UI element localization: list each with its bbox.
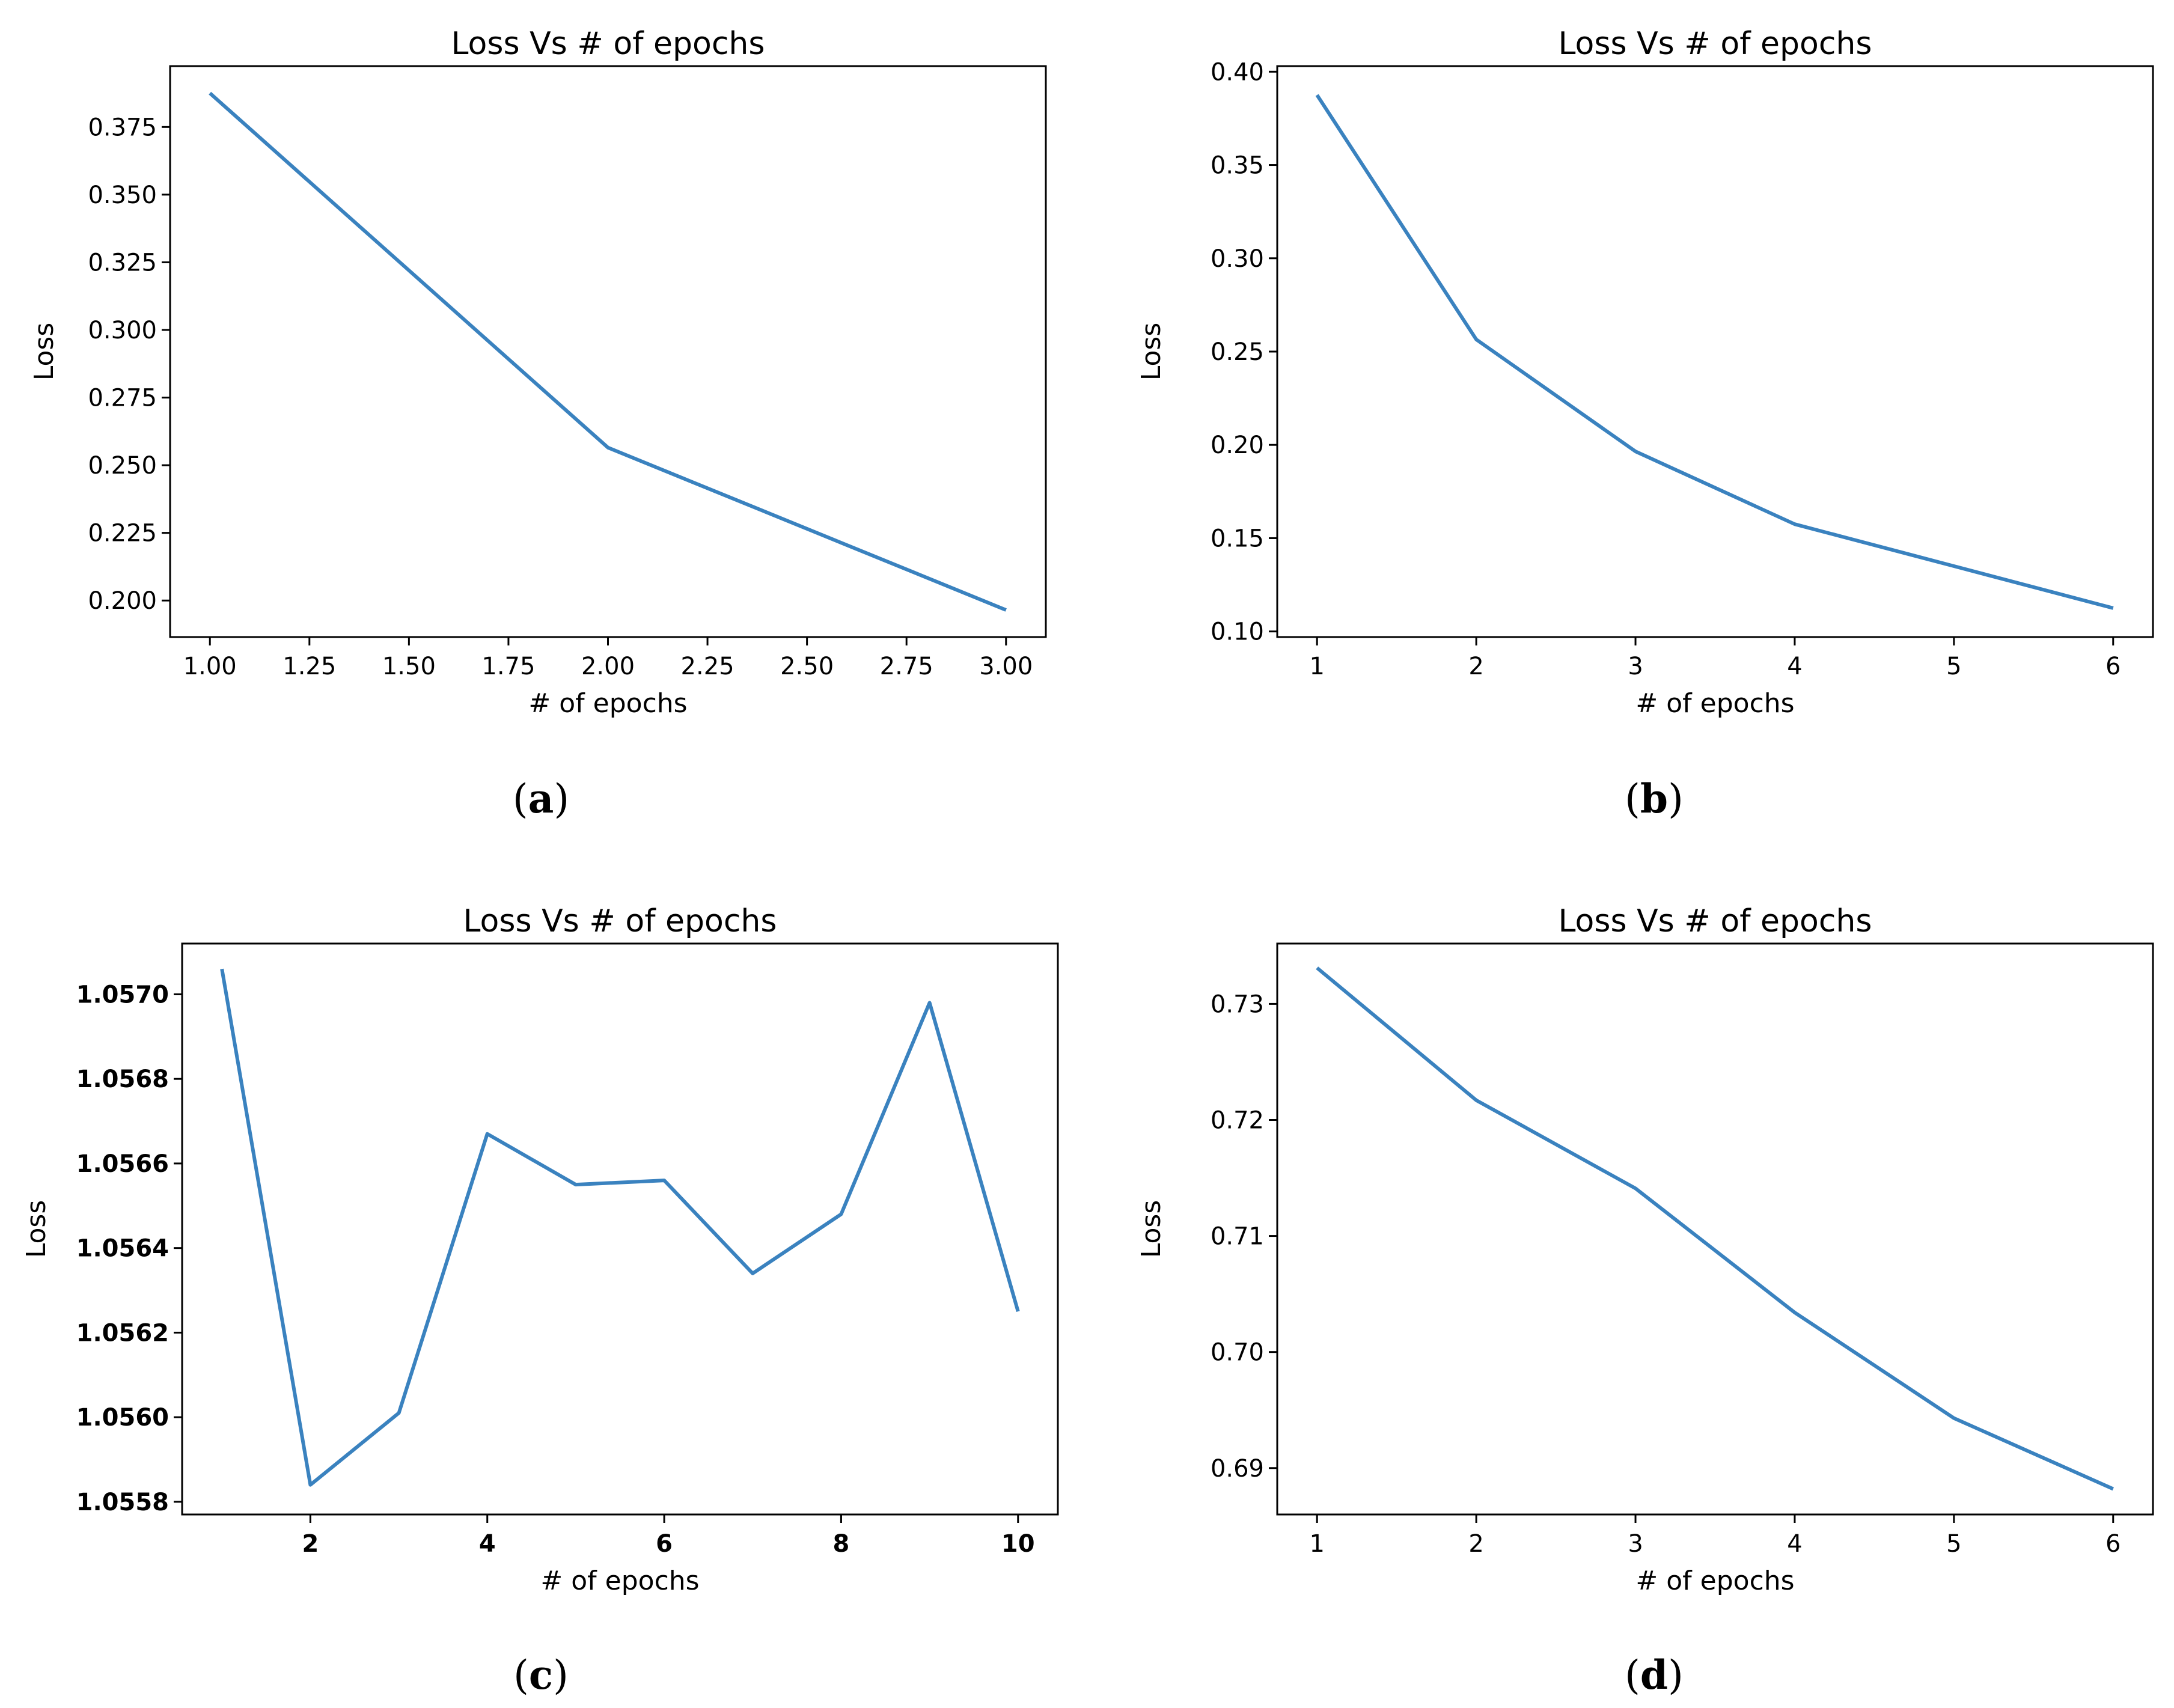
x-axis-label-a: # of epochs <box>528 688 687 719</box>
y-tick-label-b: 0.30 <box>1211 245 1264 273</box>
y-tick-label-c: 1.0566 <box>76 1150 169 1178</box>
y-tick-label-a: 0.300 <box>88 317 157 344</box>
series-line-c <box>220 968 1020 1487</box>
x-tick-label-a: 2.25 <box>681 653 734 680</box>
x-tick-label-d: 4 <box>1787 1530 1802 1558</box>
y-axis-label-d: Loss <box>1136 1200 1167 1258</box>
x-tick-label-c: 4 <box>479 1530 496 1558</box>
panel-label-d: (d) <box>1625 1652 1684 1698</box>
y-tick-label-d: 0.73 <box>1211 990 1264 1018</box>
y-tick-label-c: 1.0558 <box>76 1489 169 1516</box>
x-tick-label-c: 8 <box>833 1530 850 1558</box>
x-tick-label-a: 1.00 <box>183 653 237 680</box>
x-tick-label-d: 1 <box>1310 1530 1325 1558</box>
x-tick-label-c: 6 <box>656 1530 673 1558</box>
x-tick-label-d: 5 <box>1946 1530 1961 1558</box>
panel-label-c: (c) <box>513 1652 569 1698</box>
y-tick-label-a: 0.350 <box>88 181 157 209</box>
y-tick-label-d: 0.72 <box>1211 1106 1264 1134</box>
axes-frame-b <box>1276 65 2154 638</box>
panel-label-a: (a) <box>512 775 570 822</box>
y-tick-label-a: 0.375 <box>88 114 157 141</box>
x-axis-label-d: # of epochs <box>1635 1566 1794 1596</box>
x-tick-label-a: 1.75 <box>481 653 535 680</box>
x-axis-label-c: # of epochs <box>540 1566 699 1596</box>
y-axis-label-a: Loss <box>29 323 60 381</box>
x-tick-label-b: 1 <box>1310 653 1325 680</box>
x-tick-label-d: 6 <box>2105 1530 2121 1558</box>
series-line-b <box>1315 94 2114 610</box>
x-tick-label-a: 2.00 <box>581 653 635 680</box>
x-tick-label-a: 3.00 <box>979 653 1033 680</box>
y-tick-label-a: 0.275 <box>88 385 157 412</box>
y-tick-label-b: 0.35 <box>1211 152 1264 180</box>
y-tick-label-b: 0.40 <box>1211 58 1264 86</box>
x-tick-label-a: 1.25 <box>282 653 336 680</box>
y-tick-label-d: 0.71 <box>1211 1223 1264 1251</box>
series-line-a <box>209 91 1007 612</box>
panel-label-b: (b) <box>1625 775 1684 822</box>
x-tick-label-d: 2 <box>1468 1530 1483 1558</box>
x-tick-label-b: 6 <box>2105 653 2121 680</box>
y-tick-label-d: 0.69 <box>1211 1455 1264 1483</box>
x-axis-label-b: # of epochs <box>1635 688 1794 719</box>
y-tick-label-c: 1.0568 <box>76 1066 169 1093</box>
y-tick-label-a: 0.250 <box>88 452 157 480</box>
y-tick-label-a: 0.325 <box>88 249 157 276</box>
axes-frame-a <box>169 65 1047 638</box>
y-tick-label-a: 0.225 <box>88 520 157 547</box>
chart-title-d: Loss Vs # of epochs <box>1559 903 1872 939</box>
y-tick-label-b: 0.15 <box>1211 525 1264 552</box>
y-tick-label-d: 0.70 <box>1211 1339 1264 1367</box>
y-tick-label-c: 1.0560 <box>76 1404 169 1432</box>
x-tick-label-b: 4 <box>1787 653 1802 680</box>
y-tick-label-c: 1.0564 <box>76 1235 169 1263</box>
y-tick-label-c: 1.0570 <box>76 981 169 1008</box>
y-tick-label-b: 0.25 <box>1211 338 1264 366</box>
y-tick-label-c: 1.0562 <box>76 1319 169 1347</box>
y-tick-label-a: 0.200 <box>88 587 157 615</box>
y-tick-label-b: 0.20 <box>1211 432 1264 459</box>
chart-title-c: Loss Vs # of epochs <box>463 903 777 939</box>
x-tick-label-c: 2 <box>302 1530 319 1558</box>
y-tick-label-b: 0.10 <box>1211 618 1264 646</box>
axes-frame-c <box>181 942 1059 1516</box>
x-tick-label-a: 2.75 <box>880 653 933 680</box>
x-tick-label-a: 1.50 <box>382 653 436 680</box>
series-line-d <box>1316 966 2114 1491</box>
x-tick-label-d: 3 <box>1628 1530 1643 1558</box>
x-tick-label-b: 2 <box>1468 653 1483 680</box>
axes-frame-d <box>1276 942 2154 1516</box>
x-tick-label-a: 2.50 <box>780 653 834 680</box>
chart-title-b: Loss Vs # of epochs <box>1559 26 1872 62</box>
chart-title-a: Loss Vs # of epochs <box>451 26 765 62</box>
x-tick-label-b: 3 <box>1628 653 1643 680</box>
x-tick-label-b: 5 <box>1946 653 1961 680</box>
y-axis-label-b: Loss <box>1136 323 1167 381</box>
x-tick-label-c: 10 <box>1001 1530 1035 1558</box>
y-axis-label-c: Loss <box>21 1200 52 1258</box>
